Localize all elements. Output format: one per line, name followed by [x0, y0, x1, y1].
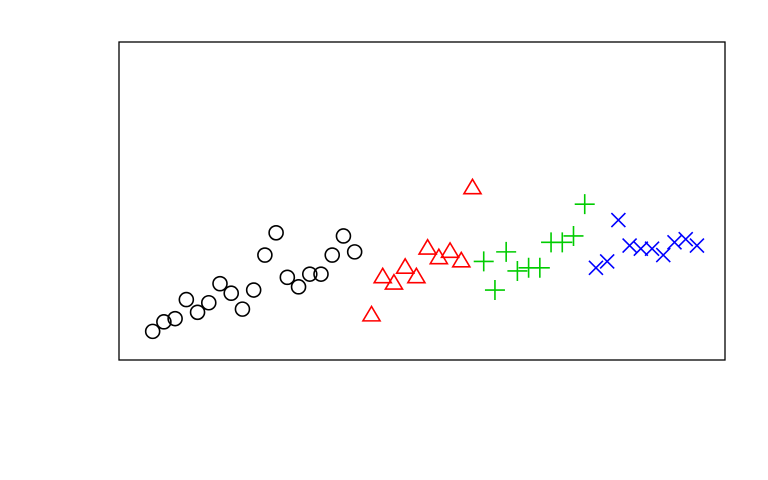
data-point-circle-14	[301, 266, 318, 282]
series-triangle	[361, 177, 483, 322]
data-point-circle-18	[346, 244, 363, 260]
data-point-circle-1	[156, 314, 172, 330]
data-point-circle-4	[189, 304, 206, 321]
data-point-x-4	[633, 241, 649, 257]
data-point-triangle-2	[383, 273, 404, 290]
data-point-triangle-9	[462, 177, 483, 195]
data-point-circle-15	[313, 266, 329, 282]
data-point-plus-9	[574, 194, 595, 215]
points-layer	[144, 177, 705, 340]
data-point-circle-7	[223, 285, 240, 302]
data-point-x-6	[655, 247, 671, 263]
data-point-triangle-5	[417, 238, 438, 255]
data-point-plus-5	[529, 257, 550, 278]
data-point-circle-13	[290, 279, 307, 295]
data-point-x-3	[622, 237, 638, 254]
data-point-circle-6	[212, 275, 228, 292]
data-point-triangle-6	[428, 247, 449, 265]
data-point-triangle-8	[451, 250, 472, 268]
data-point-triangle-3	[395, 257, 416, 274]
data-point-triangle-7	[440, 241, 461, 259]
data-point-x-0	[588, 260, 604, 276]
data-point-circle-16	[324, 247, 341, 263]
series-x	[588, 212, 705, 276]
data-point-x-9	[689, 237, 705, 254]
data-point-triangle-4	[406, 266, 427, 284]
data-point-x-2	[610, 212, 626, 228]
data-point-plus-8	[563, 225, 584, 246]
data-point-circle-9	[245, 282, 262, 298]
data-point-circle-12	[279, 269, 296, 286]
data-point-x-5	[644, 241, 660, 257]
data-point-circle-8	[234, 301, 251, 317]
data-point-circle-0	[144, 323, 161, 340]
data-point-x-8	[678, 231, 694, 247]
data-point-triangle-0	[361, 304, 382, 322]
data-point-circle-10	[257, 247, 273, 263]
data-point-plus-0	[473, 251, 494, 272]
series-plus	[473, 194, 595, 301]
data-point-plus-1	[484, 280, 505, 301]
series-circle	[144, 225, 363, 340]
data-point-circle-17	[335, 228, 352, 244]
data-point-circle-5	[200, 294, 217, 311]
data-point-plus-2	[496, 241, 517, 262]
data-point-x-7	[666, 234, 683, 250]
data-point-circle-3	[178, 291, 195, 308]
plot-frame	[118, 41, 726, 361]
data-point-x-1	[599, 253, 615, 269]
data-point-circle-11	[268, 225, 284, 241]
data-point-plus-3	[507, 260, 528, 281]
data-point-triangle-1	[372, 266, 393, 284]
data-point-circle-2	[167, 310, 183, 327]
data-point-plus-7	[552, 232, 573, 253]
